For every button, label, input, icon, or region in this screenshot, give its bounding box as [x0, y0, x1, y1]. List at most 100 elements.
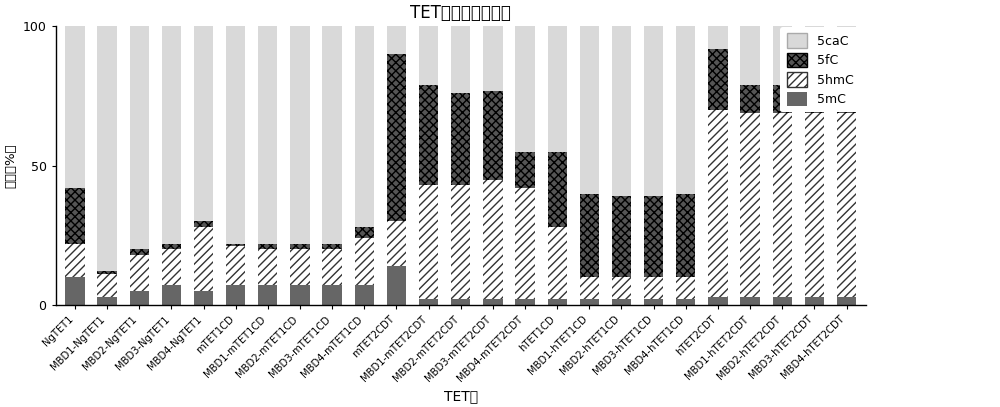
Bar: [451, 26, 470, 93]
Bar: [515, 188, 535, 299]
Bar: [644, 277, 663, 299]
Bar: [97, 274, 117, 297]
Bar: [290, 26, 310, 244]
Bar: [837, 85, 856, 113]
Bar: [130, 26, 149, 249]
Bar: [708, 49, 728, 110]
Bar: [483, 26, 503, 90]
Bar: [130, 291, 149, 305]
Bar: [548, 26, 567, 152]
Bar: [387, 26, 406, 55]
Bar: [740, 85, 760, 113]
Bar: [322, 244, 342, 249]
Bar: [322, 285, 342, 305]
Bar: [708, 297, 728, 305]
Bar: [548, 227, 567, 299]
Bar: [580, 299, 599, 305]
Title: TET酶氧化产物占比: TET酶氧化产物占比: [410, 4, 511, 22]
Bar: [258, 26, 277, 244]
Bar: [290, 285, 310, 305]
Bar: [387, 55, 406, 221]
Bar: [805, 297, 824, 305]
Bar: [97, 271, 117, 274]
Bar: [162, 249, 181, 285]
Bar: [451, 93, 470, 185]
Bar: [548, 152, 567, 227]
Bar: [483, 179, 503, 299]
Legend: 5caC, 5fC, 5hmC, 5mC: 5caC, 5fC, 5hmC, 5mC: [780, 27, 860, 112]
Bar: [805, 85, 824, 113]
Bar: [515, 152, 535, 188]
Bar: [451, 185, 470, 299]
Bar: [226, 246, 245, 285]
Bar: [612, 196, 631, 277]
Bar: [355, 285, 374, 305]
Bar: [322, 26, 342, 244]
Y-axis label: 占比（%）: 占比（%）: [4, 143, 17, 188]
Bar: [451, 299, 470, 305]
Bar: [580, 26, 599, 193]
Bar: [740, 113, 760, 297]
Bar: [387, 266, 406, 305]
Bar: [740, 26, 760, 85]
Bar: [644, 196, 663, 277]
Bar: [483, 299, 503, 305]
Bar: [355, 227, 374, 238]
X-axis label: TET酶: TET酶: [444, 389, 478, 403]
Bar: [837, 297, 856, 305]
Bar: [419, 185, 438, 299]
Bar: [644, 299, 663, 305]
Bar: [194, 221, 213, 227]
Bar: [708, 110, 728, 297]
Bar: [805, 113, 824, 297]
Bar: [226, 26, 245, 244]
Bar: [644, 26, 663, 196]
Bar: [676, 299, 695, 305]
Bar: [676, 26, 695, 193]
Bar: [226, 285, 245, 305]
Bar: [387, 221, 406, 266]
Bar: [194, 26, 213, 221]
Bar: [740, 297, 760, 305]
Bar: [419, 26, 438, 85]
Bar: [419, 85, 438, 185]
Bar: [258, 249, 277, 285]
Bar: [97, 297, 117, 305]
Bar: [194, 227, 213, 291]
Bar: [194, 291, 213, 305]
Bar: [97, 26, 117, 271]
Bar: [290, 249, 310, 285]
Bar: [580, 277, 599, 299]
Bar: [612, 277, 631, 299]
Bar: [162, 26, 181, 244]
Bar: [773, 113, 792, 297]
Bar: [130, 255, 149, 291]
Bar: [355, 26, 374, 227]
Bar: [483, 90, 503, 179]
Bar: [65, 277, 85, 305]
Bar: [708, 26, 728, 49]
Bar: [65, 26, 85, 188]
Bar: [162, 244, 181, 249]
Bar: [612, 299, 631, 305]
Bar: [580, 193, 599, 277]
Bar: [65, 244, 85, 277]
Bar: [773, 297, 792, 305]
Bar: [676, 193, 695, 277]
Bar: [773, 26, 792, 85]
Bar: [226, 244, 245, 246]
Bar: [419, 299, 438, 305]
Bar: [612, 26, 631, 196]
Bar: [162, 285, 181, 305]
Bar: [773, 85, 792, 113]
Bar: [355, 238, 374, 285]
Bar: [548, 299, 567, 305]
Bar: [130, 249, 149, 255]
Bar: [515, 26, 535, 152]
Bar: [837, 26, 856, 85]
Bar: [290, 244, 310, 249]
Bar: [322, 249, 342, 285]
Bar: [676, 277, 695, 299]
Bar: [258, 285, 277, 305]
Bar: [258, 244, 277, 249]
